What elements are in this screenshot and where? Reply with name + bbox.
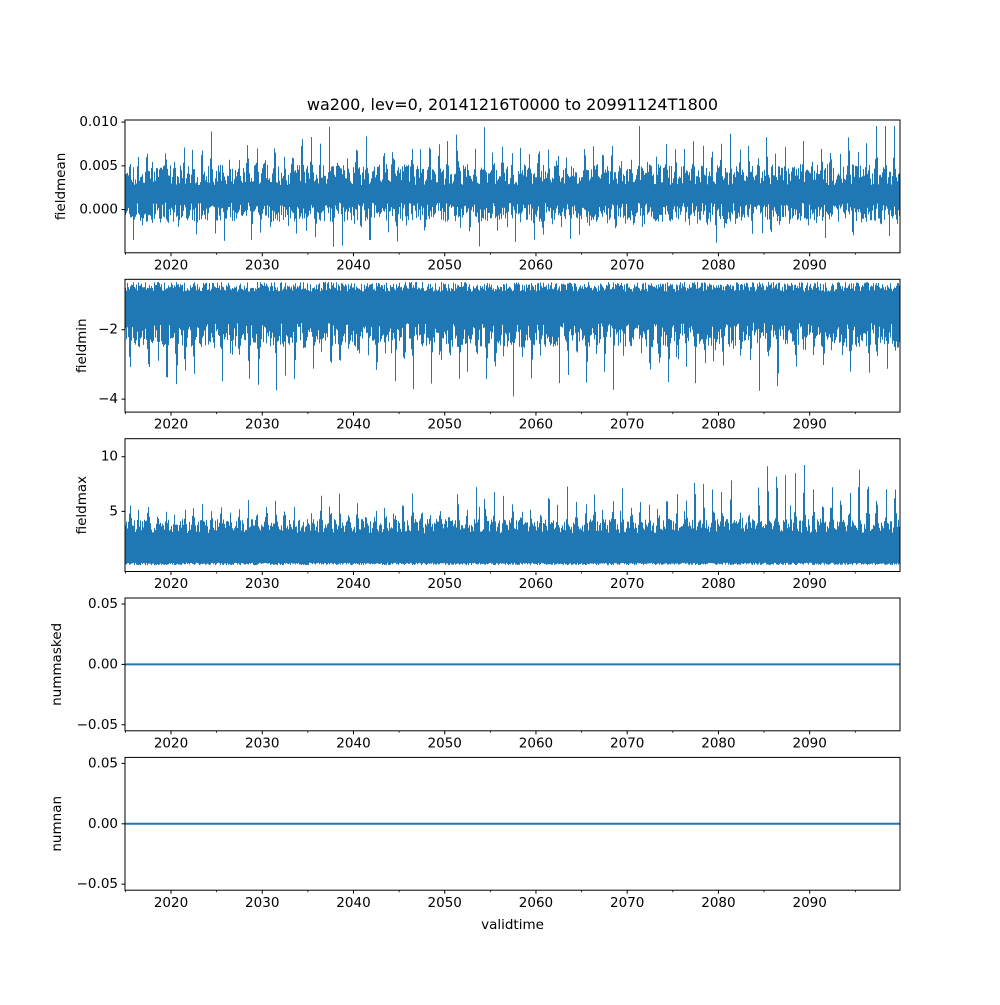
x-tick-label: 2030 bbox=[245, 417, 279, 433]
x-tick-label: 2060 bbox=[519, 735, 553, 751]
y-tick-label: 0.00 bbox=[88, 656, 118, 672]
x-tick-label: 2040 bbox=[336, 576, 370, 592]
subplot-fieldmax: 2020 2030 2040 2050 2060 2070 2080 2090 10 5 bbox=[101, 438, 901, 592]
x-tick-label: 2070 bbox=[610, 257, 644, 273]
subplot-fieldmean: 2020 2030 2040 2050 2060 2070 2080 2090 0.010 0.0… bbox=[79, 114, 901, 273]
x-tick-label: 2070 bbox=[610, 735, 644, 751]
x-tick-label: 2040 bbox=[336, 417, 370, 433]
x-tick-label: 2030 bbox=[245, 735, 279, 751]
x-tick-label: 2090 bbox=[792, 735, 826, 751]
x-tick-label: 2060 bbox=[519, 576, 553, 592]
x-tick-label: 2020 bbox=[154, 417, 188, 433]
series-fieldmin bbox=[125, 281, 900, 397]
x-tick-label: 2080 bbox=[701, 895, 735, 911]
x-tick-label: 2020 bbox=[154, 576, 188, 592]
subplot-fieldmin: 2020 2030 2040 2050 2060 2070 2080 2090 −2 −4 bbox=[98, 278, 901, 433]
series-fieldmean bbox=[125, 126, 900, 247]
x-tick-label: 2090 bbox=[792, 417, 826, 433]
y-axis-label-fieldmean: fieldmean bbox=[53, 153, 69, 220]
axes-frame bbox=[124, 438, 901, 573]
x-tick-label: 2040 bbox=[336, 895, 370, 911]
y-axis-label-fieldmin: fieldmin bbox=[74, 318, 90, 373]
y-tick-label: 0.05 bbox=[88, 755, 118, 771]
x-tick-label: 2050 bbox=[428, 576, 462, 592]
x-tick-label: 2070 bbox=[610, 895, 644, 911]
y-tick-label: −2 bbox=[98, 322, 118, 338]
subplot-nummasked: 2020 2030 2040 2050 2060 2070 2080 2090 0.05 0.00… bbox=[77, 596, 901, 751]
y-tick-label: 0.05 bbox=[88, 596, 118, 612]
x-tick-label: 2080 bbox=[701, 735, 735, 751]
x-tick-label: 2070 bbox=[610, 417, 644, 433]
x-tick-label: 2090 bbox=[792, 257, 826, 273]
axes-frame bbox=[124, 119, 901, 254]
y-tick-label: 10 bbox=[101, 449, 118, 465]
figure-title: wa200, lev=0, 20141216T0000 to 20991124T… bbox=[307, 95, 718, 114]
x-tick-label: 2090 bbox=[792, 576, 826, 592]
x-tick-label: 2030 bbox=[245, 576, 279, 592]
x-tick-label: 2020 bbox=[154, 735, 188, 751]
y-axis-label-nummasked: nummasked bbox=[49, 623, 65, 706]
x-tick-label: 2060 bbox=[519, 257, 553, 273]
y-tick-label: 0.010 bbox=[79, 114, 118, 130]
x-tick-label: 2020 bbox=[154, 895, 188, 911]
subplots-group: 2020 2030 2040 2050 2060 2070 2080 2090 0.010 0.0… bbox=[77, 114, 901, 911]
y-axis-label-numnan: numnan bbox=[49, 796, 65, 852]
x-tick-label: 2030 bbox=[245, 257, 279, 273]
x-tick-label: 2050 bbox=[428, 895, 462, 911]
x-tick-label: 2060 bbox=[519, 895, 553, 911]
series-fieldmax bbox=[125, 465, 900, 566]
y-tick-label: 0.00 bbox=[88, 816, 118, 832]
y-tick-label: 0.005 bbox=[79, 158, 118, 174]
x-tick-label: 2040 bbox=[336, 735, 370, 751]
y-tick-label: 5 bbox=[109, 503, 118, 519]
x-tick-label: 2050 bbox=[428, 257, 462, 273]
x-tick-label: 2030 bbox=[245, 895, 279, 911]
x-tick-label: 2020 bbox=[154, 257, 188, 273]
y-tick-label: −0.05 bbox=[77, 717, 118, 733]
x-axis-label: validtime bbox=[481, 917, 544, 933]
x-tick-label: 2040 bbox=[336, 257, 370, 273]
x-tick-label: 2060 bbox=[519, 417, 553, 433]
x-tick-label: 2090 bbox=[792, 895, 826, 911]
y-tick-label: 0.000 bbox=[79, 202, 118, 218]
x-tick-label: 2080 bbox=[701, 417, 735, 433]
x-tick-label: 2070 bbox=[610, 576, 644, 592]
x-tick-label: 2080 bbox=[701, 257, 735, 273]
x-tick-label: 2050 bbox=[428, 417, 462, 433]
axes-frame bbox=[124, 278, 901, 413]
y-tick-label: −0.05 bbox=[77, 876, 118, 892]
subplot-numnan: 2020 2030 2040 2050 2060 2070 2080 2090 0.05 0.00… bbox=[77, 755, 901, 911]
x-tick-label: 2080 bbox=[701, 576, 735, 592]
y-axis-label-fieldmax: fieldmax bbox=[74, 476, 90, 535]
y-tick-label: −4 bbox=[98, 391, 118, 407]
x-tick-label: 2050 bbox=[428, 735, 462, 751]
